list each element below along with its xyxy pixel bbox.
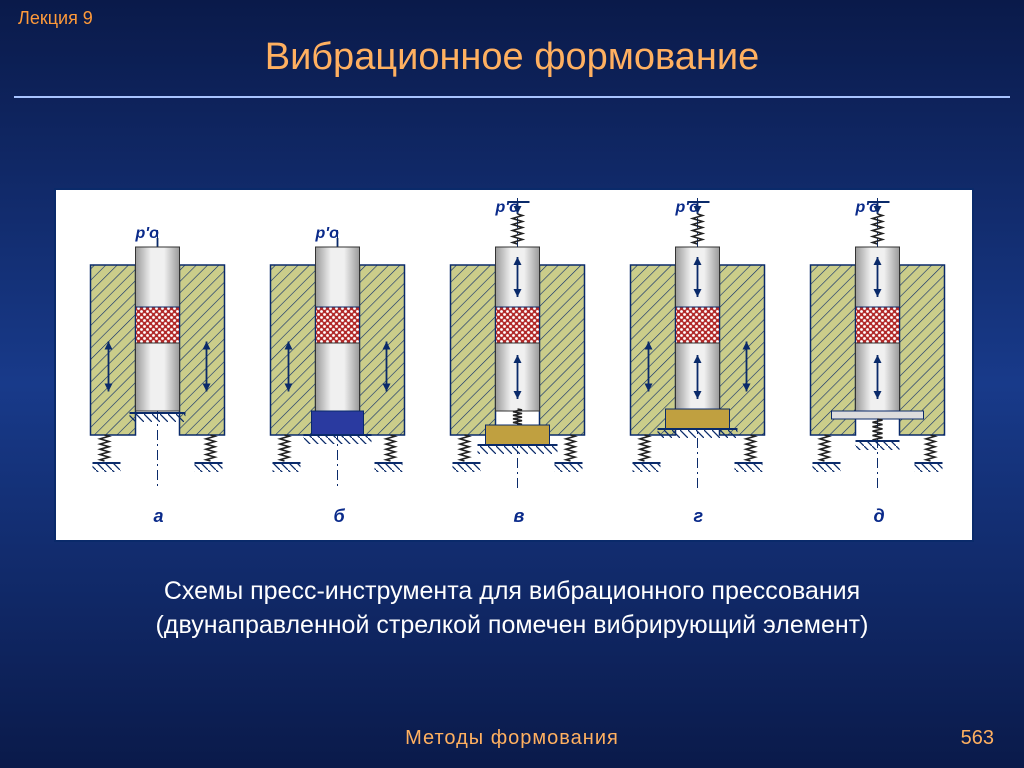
svg-text:а: а bbox=[154, 506, 164, 526]
caption-line2: (двунаправленной стрелкой помечен вибрир… bbox=[156, 611, 869, 639]
caption-line1: Схемы пресс-инструмента для вибрационног… bbox=[164, 577, 860, 605]
svg-text:б: б bbox=[334, 506, 346, 526]
caption: Схемы пресс-инструмента для вибрационног… bbox=[30, 575, 994, 643]
svg-text:д: д bbox=[874, 506, 885, 526]
lecture-label: Лекция 9 bbox=[18, 8, 93, 29]
svg-text:г: г bbox=[694, 506, 704, 526]
page-number: 563 bbox=[961, 727, 994, 750]
svg-text:p'о: p'о bbox=[135, 225, 160, 242]
svg-text:в: в bbox=[514, 506, 525, 526]
diagram-panel: p'оаp'обp'овp'огp'од bbox=[54, 188, 974, 542]
diagram-svg: p'оаp'обp'овp'огp'од bbox=[56, 190, 972, 540]
svg-text:p'о: p'о bbox=[315, 225, 340, 242]
title-rule bbox=[14, 96, 1010, 98]
page-title: Вибрационное формование bbox=[0, 36, 1024, 79]
footer-mid: Методы формования bbox=[0, 727, 1024, 750]
